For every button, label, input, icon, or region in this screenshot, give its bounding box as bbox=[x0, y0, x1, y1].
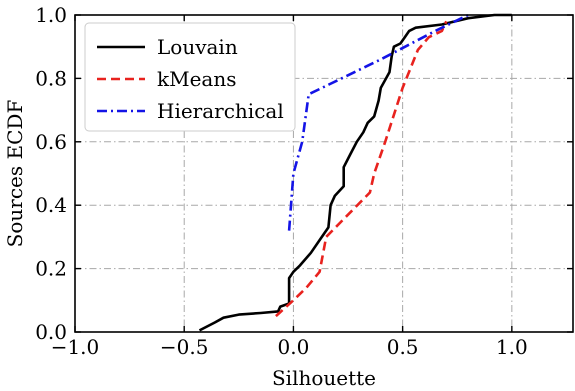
x-tick-label: 1.0 bbox=[496, 335, 528, 359]
y-tick-label: 0.4 bbox=[35, 193, 67, 217]
legend-label-louvain: Louvain bbox=[157, 35, 238, 59]
plot-frame bbox=[74, 14, 574, 333]
x-tick-label: −0.5 bbox=[160, 335, 209, 359]
y-tick-label: 0.6 bbox=[35, 130, 67, 154]
y-tick-label: 0.2 bbox=[35, 257, 67, 281]
y-tick-label: 0.0 bbox=[35, 320, 67, 344]
legend-label-kmeans: kMeans bbox=[157, 67, 237, 91]
x-tick-labels: −1.0 −0.5 0.0 0.5 1.0 bbox=[51, 335, 528, 359]
y-tick-label: 0.8 bbox=[35, 66, 67, 90]
legend-box bbox=[84, 22, 296, 132]
x-tick-label: −1.0 bbox=[51, 335, 100, 359]
y-axis-title: Sources ECDF bbox=[3, 100, 27, 248]
axis-ticks bbox=[74, 14, 573, 333]
series-line-kmeans bbox=[275, 20, 448, 318]
y-tick-labels: 0.0 0.2 0.4 0.6 0.8 1.0 bbox=[35, 3, 67, 344]
legend: Louvain kMeans Hierarchical bbox=[84, 22, 296, 132]
x-tick-label: 0.0 bbox=[278, 335, 310, 359]
series-line-louvain bbox=[198, 13, 512, 332]
y-tick-label: 1.0 bbox=[35, 3, 67, 27]
x-axis-title: Silhouette bbox=[272, 366, 376, 390]
x-tick-label: 0.5 bbox=[387, 335, 419, 359]
series-layer bbox=[198, 13, 512, 332]
legend-label-hierarchical: Hierarchical bbox=[157, 99, 284, 123]
